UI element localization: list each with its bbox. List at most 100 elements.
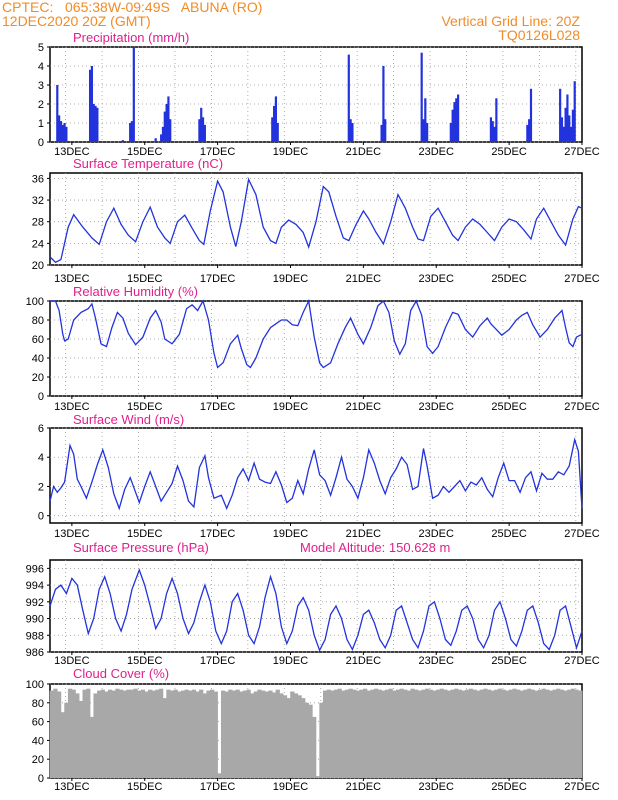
cloud-bar [49, 690, 54, 778]
header-code: TQ0126L028 [498, 27, 580, 43]
cloud-bar [173, 689, 178, 778]
precip-frame [49, 46, 583, 143]
rh-ytick-label: 60 [32, 334, 44, 346]
rh-xtick-label: 19DEC [273, 401, 309, 413]
precip-bar [382, 66, 385, 142]
temp-xtick-label: 23DEC [419, 273, 455, 285]
wind-xtick-label: 15DEC [127, 528, 163, 540]
precip-bar [422, 119, 425, 142]
pressure-xtick-label: 15DEC [127, 655, 163, 667]
wind-ytick-label: 4 [38, 452, 44, 464]
cloud-bar [224, 691, 229, 778]
precip-bar [165, 104, 168, 142]
rh-xtick-label: 25DEC [491, 401, 527, 413]
cloud-bar [421, 689, 426, 778]
cloud-bar [253, 691, 258, 778]
header-grid-note: Vertical Grid Line: 20Z [441, 13, 580, 29]
cloud-bar [104, 691, 109, 778]
temp-xtick-label: 19DEC [273, 273, 309, 285]
rh-xtick-label: 15DEC [127, 401, 163, 413]
cloud-ytick-label: 40 [32, 735, 44, 747]
cloud-bar [348, 688, 353, 778]
cloud-bar [508, 689, 514, 778]
cloud-bar [195, 691, 200, 778]
pressure-ytick-label: 996 [26, 563, 44, 575]
cloud-bar [425, 688, 430, 778]
pressure-xtick-label: 23DEC [419, 655, 455, 667]
precip-bar [130, 121, 134, 142]
cloud-xtick-label: 13DEC [54, 781, 90, 793]
cloud-bar [388, 688, 393, 778]
cloud-xtick-label: 17DEC [200, 781, 236, 793]
cloud-bar [93, 693, 98, 778]
rh-ytick-label: 0 [38, 391, 44, 403]
cloud-bar [250, 693, 255, 778]
cloud-bar [115, 688, 120, 778]
wind-xtick-label: 25DEC [491, 528, 527, 540]
cloud-bar [446, 690, 452, 778]
header-station: CPTEC: 065:38W-09:49S ABUNA (RO) [2, 0, 263, 15]
temp-title: Surface Temperature (nC) [73, 156, 223, 171]
cloud-bar [472, 689, 477, 778]
pressure-ytick-label: 988 [26, 630, 44, 642]
cloud-bar [326, 689, 331, 778]
temp-ytick-label: 28 [32, 217, 44, 229]
cloud-bar [395, 689, 401, 778]
cloud-bar [523, 689, 528, 778]
cloud-bar [78, 700, 84, 778]
cloud-bar [275, 689, 280, 778]
temp-series-line [49, 177, 583, 264]
cloud-bar [461, 690, 466, 778]
cloud-bar [162, 698, 167, 778]
precip-bar [61, 124, 64, 142]
cloud-bar [410, 688, 415, 778]
pressure-title: Surface Pressure (hPa) [73, 540, 209, 555]
precip-bar [90, 66, 94, 142]
temp-ytick-label: 32 [32, 195, 44, 207]
cloud-bar [552, 689, 557, 778]
cloud-bar [75, 693, 80, 778]
precip-bar [384, 119, 387, 142]
cloud-ytick-label: 100 [26, 679, 44, 691]
precip-bar [491, 121, 494, 142]
precip-bar [424, 98, 427, 142]
cloud-bar [137, 690, 142, 778]
cloud-bar [155, 689, 160, 778]
precip-bar [566, 94, 569, 142]
cloud-bar [213, 691, 218, 778]
cloud-bar [133, 688, 138, 778]
cloud-bar [519, 690, 524, 778]
cloud-bar [486, 689, 492, 778]
cloud-bar [505, 690, 510, 778]
precip-bar [198, 119, 201, 142]
cloud-title: Cloud Cover (%) [73, 666, 169, 681]
pressure-xtick-label: 21DEC [346, 655, 382, 667]
cloud-bar [465, 689, 470, 778]
precip-bar [160, 134, 163, 142]
cloud-bar [457, 689, 463, 778]
cloud-bar [399, 688, 404, 778]
wind-ytick-label: 0 [38, 511, 44, 523]
precip-ytick-label: 0 [38, 137, 44, 149]
header-date: 12DEC2020 20Z (GMT) [2, 13, 151, 29]
cloud-bar [290, 691, 295, 778]
precip-bar [274, 96, 278, 142]
cloud-bar [483, 688, 488, 778]
cloud-bar [548, 690, 554, 778]
cloud-bar [111, 690, 116, 778]
cloud-bar [414, 689, 419, 778]
rh-xtick-label: 17DEC [200, 401, 236, 413]
cloud-bar [476, 690, 481, 778]
cloud-bar [497, 688, 503, 778]
cloud-bar [559, 689, 565, 778]
wind-xtick-label: 17DEC [200, 528, 236, 540]
cloud-bar [118, 689, 124, 778]
cloud-xtick-label: 25DEC [491, 781, 527, 793]
cloud-bar [381, 690, 386, 778]
cloud-bar [159, 688, 164, 778]
cloud-xtick-label: 27DEC [564, 781, 600, 793]
rh-ytick-label: 80 [32, 315, 44, 327]
precip-bar [529, 88, 533, 142]
cloud-bar [312, 716, 317, 778]
cloud-bar [264, 691, 269, 778]
